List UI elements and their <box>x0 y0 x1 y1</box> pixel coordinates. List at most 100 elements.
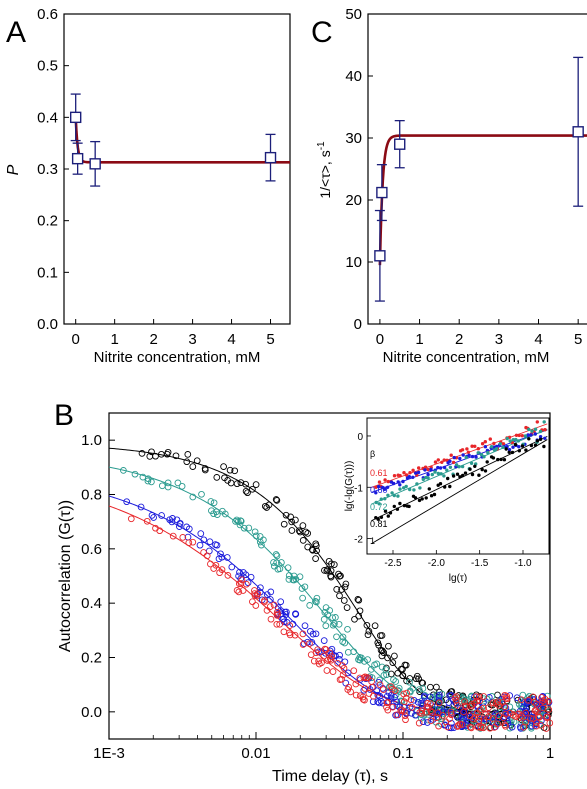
inset-point-red <box>426 467 430 472</box>
data-point-teal <box>409 685 417 692</box>
inset-point-red <box>466 450 471 454</box>
data-point-blue <box>235 572 242 580</box>
panel-b-ylabel: Autocorrelation (G(τ)) <box>57 500 74 652</box>
data-point-blue <box>489 719 497 726</box>
inset-point-teal <box>486 450 490 455</box>
data-point-blue <box>374 698 382 706</box>
x-tick-label: 1 <box>415 331 423 348</box>
data-point-red <box>156 527 164 535</box>
data-point-teal <box>252 532 260 540</box>
data-point-red <box>326 655 334 663</box>
data-point-blue <box>366 686 374 693</box>
data-point-black <box>389 659 397 666</box>
data-point-red <box>485 704 492 712</box>
inset-point-black <box>379 515 384 519</box>
data-point-teal <box>189 493 197 501</box>
data-point-black <box>327 567 335 575</box>
inset-point-black <box>398 501 402 506</box>
y-tick-label: 0.1 <box>37 264 58 281</box>
data-point-red <box>243 580 250 588</box>
inset-point-red <box>470 444 474 448</box>
inset-point-teal <box>426 476 430 480</box>
data-point-blue <box>169 515 176 522</box>
data-point-blue <box>391 693 398 701</box>
data-point-red <box>169 532 177 540</box>
x-tick-label: 3 <box>188 331 196 348</box>
data-point-black <box>380 649 388 656</box>
inset-point-blue <box>474 455 478 459</box>
data-point-blue <box>312 630 320 638</box>
x-tick-label: 4 <box>227 331 235 348</box>
data-point-black <box>184 451 192 458</box>
inset-frame <box>366 417 550 555</box>
data-point-teal <box>240 524 248 532</box>
data-point-black <box>224 477 231 484</box>
panel-c-fit <box>378 134 587 266</box>
data-point-red <box>537 721 544 729</box>
data-point-red <box>365 690 373 697</box>
data-point-black <box>273 497 281 504</box>
inset-point-teal <box>482 455 486 459</box>
data-point-blue <box>360 686 368 694</box>
data-point-black <box>336 592 343 600</box>
data-point-teal <box>148 478 155 486</box>
inset-point-black <box>413 496 418 500</box>
data-point-red <box>433 714 440 721</box>
inset-point-red <box>404 473 409 477</box>
inset-point-teal <box>464 455 468 460</box>
data-point-teal <box>144 477 152 485</box>
data-point-black <box>323 567 331 575</box>
inset-point-black <box>386 514 390 518</box>
data-point-red <box>415 719 423 727</box>
data-point-red <box>218 566 226 573</box>
data-point-red <box>517 696 525 704</box>
data-point-blue <box>200 536 208 544</box>
data-point-black <box>295 527 303 535</box>
data-point-blue <box>213 541 221 549</box>
inset-point-teal <box>448 465 453 469</box>
inset-point-blue <box>526 433 530 437</box>
data-point-red <box>360 674 368 682</box>
y-tick-label: 0.8 <box>81 487 102 504</box>
inset-point-teal <box>396 494 400 498</box>
inset-point-red <box>520 434 524 438</box>
y-tick-label: 0 <box>354 316 362 333</box>
inset-point-red <box>451 460 456 465</box>
inset-point-black <box>533 443 538 447</box>
data-point-black <box>354 596 362 603</box>
inset-point-blue <box>385 485 390 489</box>
data-point-teal <box>380 672 388 679</box>
data-point-red <box>472 693 480 700</box>
data-point-black <box>355 596 363 604</box>
inset-point-red <box>383 478 387 482</box>
data-point-black <box>387 670 395 678</box>
y-tick-label: 40 <box>345 68 362 85</box>
data-point-blue <box>373 687 381 695</box>
inset-point-red <box>535 420 539 424</box>
data-point-teal <box>164 479 172 487</box>
inset-point-blue <box>543 436 547 440</box>
inset-point-black <box>468 467 472 471</box>
data-point-black <box>164 448 172 456</box>
inset-point-teal <box>538 429 543 434</box>
data-point-red <box>529 715 537 723</box>
inset-point-black <box>502 458 507 462</box>
data-point-red <box>418 707 426 715</box>
data-point <box>69 111 82 124</box>
inset-point-black <box>513 442 518 447</box>
inset-point-teal <box>374 500 378 505</box>
data-point-blue <box>183 523 190 531</box>
data-point-red <box>347 688 354 696</box>
inset-x-tick-label: -2.5 <box>384 558 402 569</box>
y-tick-label: 0.4 <box>81 595 102 612</box>
data-point-blue <box>289 620 297 628</box>
data-point-black <box>313 547 320 555</box>
inset-point-black <box>491 456 496 460</box>
data-point-teal <box>361 658 368 665</box>
data-point-teal <box>367 666 375 673</box>
panel-b-ticks: 1E-3 0.01 0.1 1 0.0 0.2 0.4 0.6 0.8 1.0 <box>81 432 554 762</box>
data-point-red <box>494 698 502 706</box>
data-point-red <box>502 710 510 718</box>
data-point-teal <box>333 633 340 641</box>
inset-point-teal <box>479 453 484 457</box>
